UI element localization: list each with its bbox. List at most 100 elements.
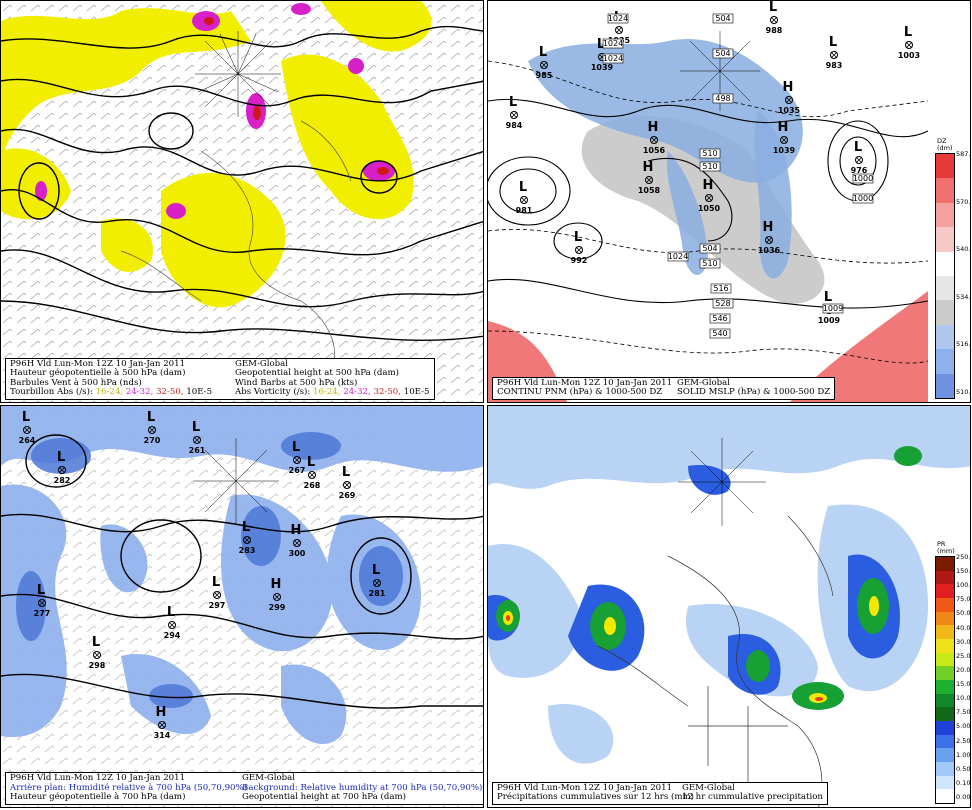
center-symbol: L [829, 35, 837, 50]
center-symbol: L [212, 575, 220, 590]
center-value: 1009 [818, 316, 841, 325]
low-pressure-center: L 976 [851, 140, 868, 175]
legend-label-fr: Tourbillon Abs (/s): [10, 387, 93, 398]
caption-line-fr: Barbules Vent à 500 hPa (nds) [10, 377, 142, 388]
svg-text:1024: 1024 [668, 252, 688, 261]
svg-text:1024: 1024 [608, 14, 628, 23]
svg-text:1000: 1000 [853, 194, 873, 203]
contour-label: 498 [712, 93, 734, 104]
colorbar-swatch [936, 734, 954, 749]
colorbar-swatch [936, 625, 954, 640]
center-value: 297 [209, 601, 226, 610]
svg-text:504: 504 [702, 244, 717, 253]
coastlines [597, 515, 834, 807]
center-symbol: L [372, 563, 380, 578]
center-symbol: L [509, 95, 517, 110]
colorbar-tick-label: 50.00 [956, 609, 971, 618]
center-value: 299 [269, 603, 286, 612]
caption-500hpa: P96H Vld Lun-Mon 12Z 10 Jan-Jan 2011 GEM-… [5, 357, 435, 400]
high-pressure-center: H 1035 [778, 80, 801, 115]
center-value: 267 [289, 466, 306, 475]
colorbar-tick-label: 7.50 [956, 708, 971, 717]
caption-700hpa: P96H Vld Lun-Mon 12Z 10 Jan-Jan 2011 GEM-… [5, 772, 483, 805]
svg-text:1024: 1024 [603, 54, 623, 63]
precip-red-areas [506, 615, 823, 701]
colorbar-tick-label: 75.00 [956, 595, 971, 604]
center-symbol: H [156, 705, 167, 720]
caption-mslp: P96H Vld Lun-Mon 12Z 10 Jan-Jan 2011 GEM-… [492, 376, 836, 400]
center-symbol: H [271, 577, 282, 592]
svg-text:546: 546 [712, 314, 727, 323]
colorbar-tick-label: 510.00 [956, 388, 971, 396]
contour-label: 540 [709, 328, 731, 339]
center-value: 985 [536, 71, 553, 80]
colorbar-swatch [936, 584, 954, 599]
caption-line-en: Wind Barbs at 500 hPa (kts) [235, 377, 358, 388]
caption-line-fr: P96H Vld Lun-Mon 12Z 10 Jan-Jan 2011 [497, 377, 673, 388]
panel-mslp-thickness: L 985 L 984 L 981 L 992 L 1035 L 1039 H 1056 H 1058 H 105… [487, 0, 971, 403]
low-pressure-center: L 1003 [898, 25, 920, 60]
contour-label: 1024 [607, 13, 629, 24]
legend-unit: 10E-5 [186, 387, 213, 398]
low-pressure-center: L 269 [339, 465, 356, 500]
colorbar-swatch [936, 721, 954, 736]
pressure-centers: L264L270L261L282L267L268L269L283H300L297… [19, 410, 386, 740]
high-pressure-center: H 1036 [758, 220, 781, 255]
center-value: 992 [571, 256, 588, 265]
legend-range-1: 16-24, [313, 387, 341, 398]
contour-label: 1000 [852, 193, 874, 204]
contour-label: 516 [710, 283, 732, 294]
colorbar-title: PR [937, 540, 946, 548]
center-symbol: L [167, 605, 175, 620]
center-symbol: L [292, 440, 300, 455]
panel-500hpa-vorticity: P96H Vld Lun-Mon 12Z 10 Jan-Jan 2011 GEM-… [0, 0, 484, 403]
colorbar-swatch [936, 611, 954, 626]
center-value: 1039 [773, 146, 796, 155]
center-value: 981 [516, 206, 533, 215]
center-value: 294 [164, 631, 181, 640]
map-mslp: L 985 L 984 L 981 L 992 L 1035 L 1039 H 1056 H 1058 H 105… [488, 1, 929, 402]
low-pressure-center: L 264 [19, 410, 36, 445]
colorbar-tick-label: 0.00 [956, 793, 971, 801]
caption-line-fr: CONTINU PNM (hPa) & 1000-500 DZ [497, 387, 663, 398]
caption-line-en: SOLID MSLP (hPa) & 1000-500 DZ [677, 387, 831, 398]
colorbar-tick-label: 40.00 [956, 623, 971, 632]
colorbar-tick-label: 2.50 [956, 736, 971, 745]
caption-precip: P96H Vld Lun-Mon 12Z 10 Jan-Jan 2011 GEM-… [492, 781, 828, 805]
svg-text:540: 540 [712, 329, 727, 338]
caption-line-fr: Arrière plan: Humidité relative à 700 hP… [10, 782, 248, 793]
high-pressure-center: H 300 [289, 523, 306, 558]
contour-label: 504 [712, 13, 734, 24]
center-value: 1056 [643, 146, 666, 155]
center-symbol: L [307, 455, 315, 470]
colorbar-swatch [936, 748, 954, 763]
geopotential-contours [1, 25, 483, 341]
center-value: 983 [826, 61, 843, 70]
colorbar-swatch [936, 300, 954, 326]
center-symbol: L [904, 25, 912, 40]
colorbar-swatch [936, 227, 954, 253]
low-pressure-center: L 992 [571, 230, 588, 265]
colorbar-tick-label: 100.00 [956, 581, 971, 590]
legend-unit: 10E-5 [403, 387, 430, 398]
center-value: 277 [34, 609, 51, 618]
colorbar-swatch [936, 276, 954, 301]
caption-line-en: GEM-Global [682, 782, 736, 793]
colorbar-precip [935, 556, 955, 804]
center-value: 298 [89, 661, 106, 670]
colorbar-tick-label: 0.10 [956, 778, 971, 787]
contour-label: 504 [712, 48, 734, 59]
contour-label: 528 [712, 298, 734, 309]
colorbar-swatch [936, 154, 954, 179]
high-pressure-center: H 1039 [773, 120, 796, 155]
colorbar-swatch [936, 251, 954, 277]
caption-line-fr: P96H Vld Lun-Mon 12Z 10 Jan-Jan 2011 [10, 358, 186, 369]
caption-line-fr: Hauteur géopotentielle à 500 hPa (dam) [10, 368, 186, 379]
low-pressure-center: L 984 [506, 95, 523, 130]
colorbar-tick-label: 570.00 [956, 197, 971, 206]
center-symbol: H [703, 178, 714, 193]
colorbar-tick-label: 150.00 [956, 567, 971, 576]
high-pressure-center: H 1050 [698, 178, 721, 213]
center-value: 1003 [898, 51, 920, 60]
contour-label: 510 [699, 161, 721, 172]
